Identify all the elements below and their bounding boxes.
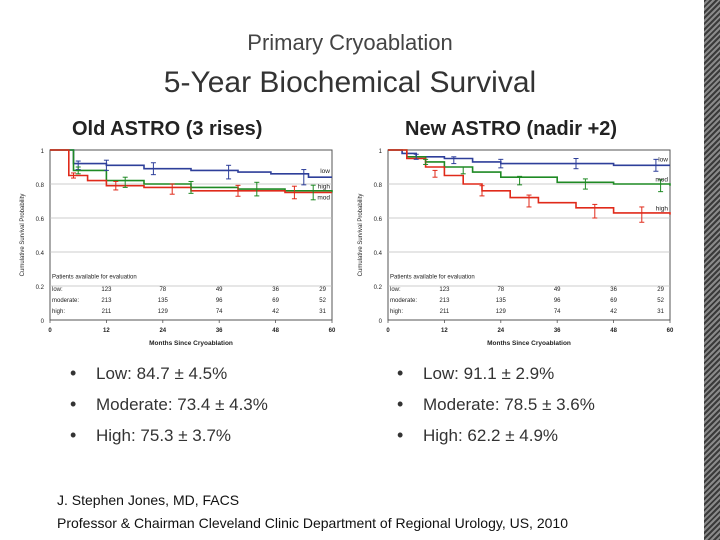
left-line-label-low: low	[320, 168, 330, 175]
right-result-moderate: Moderate: 78.5 ± 3.6%	[397, 393, 595, 424]
right-line-label-moderate: mod	[655, 177, 668, 184]
right-risk-value: 123	[439, 287, 450, 293]
left-risk-value: 31	[319, 309, 326, 315]
right-x-tick-label: 0	[386, 328, 390, 334]
left-results-list: Low: 84.7 ± 4.5% Moderate: 73.4 ± 4.3% H…	[70, 362, 268, 455]
right-risk-value: 69	[610, 298, 617, 304]
left-risk-value: 69	[272, 298, 279, 304]
left-risk-value: 74	[216, 309, 223, 315]
left-line-label-high: high	[318, 184, 331, 191]
right-risk-value: 42	[610, 309, 617, 315]
left-x-tick-label: 36	[216, 328, 223, 334]
right-risk-row-label: low:	[390, 287, 401, 293]
right-result-low: Low: 91.1 ± 2.9%	[397, 362, 595, 393]
left-risk-value: 123	[101, 287, 112, 293]
left-risk-value: 213	[101, 298, 112, 304]
left-y-tick-label: 0.8	[36, 183, 45, 189]
right-y-tick-label: 1	[379, 149, 383, 155]
right-line-label-low: low	[658, 156, 668, 163]
right-risk-value: 52	[657, 298, 664, 304]
right-risk-value: 29	[657, 287, 664, 293]
left-risk-row-label: high:	[52, 309, 65, 315]
slide-subtitle: 5-Year Biochemical Survival	[163, 66, 537, 99]
right-risk-value: 36	[610, 287, 617, 293]
left-y-axis-label: Cumulative Survival Probability	[20, 194, 26, 277]
left-x-tick-label: 24	[159, 328, 166, 334]
left-y-tick-label: 0.2	[36, 285, 45, 291]
left-result-high: High: 75.3 ± 3.7%	[70, 424, 268, 455]
left-risk-row-label: low:	[52, 287, 63, 293]
left-risk-value: 29	[319, 287, 326, 293]
right-chart-title: New ASTRO (nadir +2)	[405, 118, 618, 140]
author-affiliation: Professor & Chairman Cleveland Clinic De…	[57, 515, 568, 531]
right-x-tick-label: 24	[497, 328, 504, 334]
right-x-tick-label: 48	[610, 328, 617, 334]
right-risk-row-label: high:	[390, 309, 403, 315]
right-result-high: High: 62.2 ± 4.9%	[397, 424, 595, 455]
left-y-tick-label: 0.6	[36, 217, 45, 223]
left-line-label-moderate: mod	[317, 195, 330, 202]
right-risk-value: 31	[657, 309, 664, 315]
left-risk-value: 96	[216, 298, 223, 304]
right-line-label-high: high	[656, 206, 669, 213]
right-x-axis-label: Months Since Cryoablation	[487, 340, 571, 347]
left-chart-title: Old ASTRO (3 rises)	[72, 118, 263, 140]
right-y-tick-label: 0.4	[374, 251, 383, 257]
left-survival-chart: 0 0.2 0.4 0.6 0.8 1 0 12 24 36 48 60 Months Since Cr…	[20, 149, 336, 347]
left-series-low	[50, 149, 332, 178]
right-series-moderate	[388, 149, 671, 186]
right-results-list: Low: 91.1 ± 2.9% Moderate: 78.5 ± 3.6% H…	[397, 362, 595, 455]
right-risk-table-caption: Patients available for evaluation	[390, 274, 475, 280]
left-x-tick-label: 48	[272, 328, 279, 334]
author-name: J. Stephen Jones, MD, FACS	[57, 492, 240, 508]
left-risk-row-label: moderate:	[52, 298, 79, 304]
left-series-high	[50, 149, 332, 194]
right-y-tick-label: 0.6	[374, 217, 383, 223]
decorative-border	[704, 0, 720, 540]
left-risk-table-caption: Patients available for evaluation	[52, 274, 137, 280]
left-plot-area	[49, 149, 333, 321]
left-x-axis-label: Months Since Cryoablation	[149, 340, 233, 347]
right-risk-value: 135	[496, 298, 507, 304]
right-plot-area	[387, 149, 671, 321]
left-risk-value: 78	[159, 287, 166, 293]
right-risk-value: 213	[439, 298, 450, 304]
left-result-low: Low: 84.7 ± 4.5%	[70, 362, 268, 393]
right-risk-value: 78	[497, 287, 504, 293]
right-survival-chart: 0 0.2 0.4 0.6 0.8 1 0 12 24 36 48 60 Months Since Cr…	[358, 149, 674, 347]
left-risk-value: 129	[158, 309, 169, 315]
left-y-tick-label: 0.4	[36, 251, 45, 257]
left-result-moderate: Moderate: 73.4 ± 4.3%	[70, 393, 268, 424]
right-y-tick-label: 0.8	[374, 183, 383, 189]
right-x-tick-label: 60	[667, 328, 674, 334]
right-risk-value: 96	[554, 298, 561, 304]
left-risk-value: 211	[102, 309, 112, 315]
left-risk-value: 135	[158, 298, 169, 304]
left-risk-value: 36	[272, 287, 279, 293]
left-risk-value: 42	[272, 309, 279, 315]
right-y-axis-label: Cumulative Survival Probability	[358, 194, 364, 277]
left-risk-value: 49	[216, 287, 223, 293]
left-x-tick-label: 0	[48, 328, 52, 334]
left-risk-value: 52	[319, 298, 326, 304]
right-y-tick-label: 0	[379, 319, 383, 325]
right-y-tick-label: 0.2	[374, 285, 383, 291]
left-y-tick-label: 1	[41, 149, 45, 155]
right-risk-value: 211	[440, 309, 450, 315]
left-y-tick-label: 0	[41, 319, 45, 325]
slide-title: Primary Cryoablation	[247, 30, 453, 55]
left-x-tick-label: 60	[329, 328, 336, 334]
right-risk-value: 129	[496, 309, 507, 315]
right-risk-row-label: moderate:	[390, 298, 417, 304]
right-x-tick-label: 12	[441, 328, 448, 334]
left-x-tick-label: 12	[103, 328, 110, 334]
right-risk-value: 74	[554, 309, 561, 315]
right-x-tick-label: 36	[554, 328, 561, 334]
right-risk-value: 49	[554, 287, 561, 293]
